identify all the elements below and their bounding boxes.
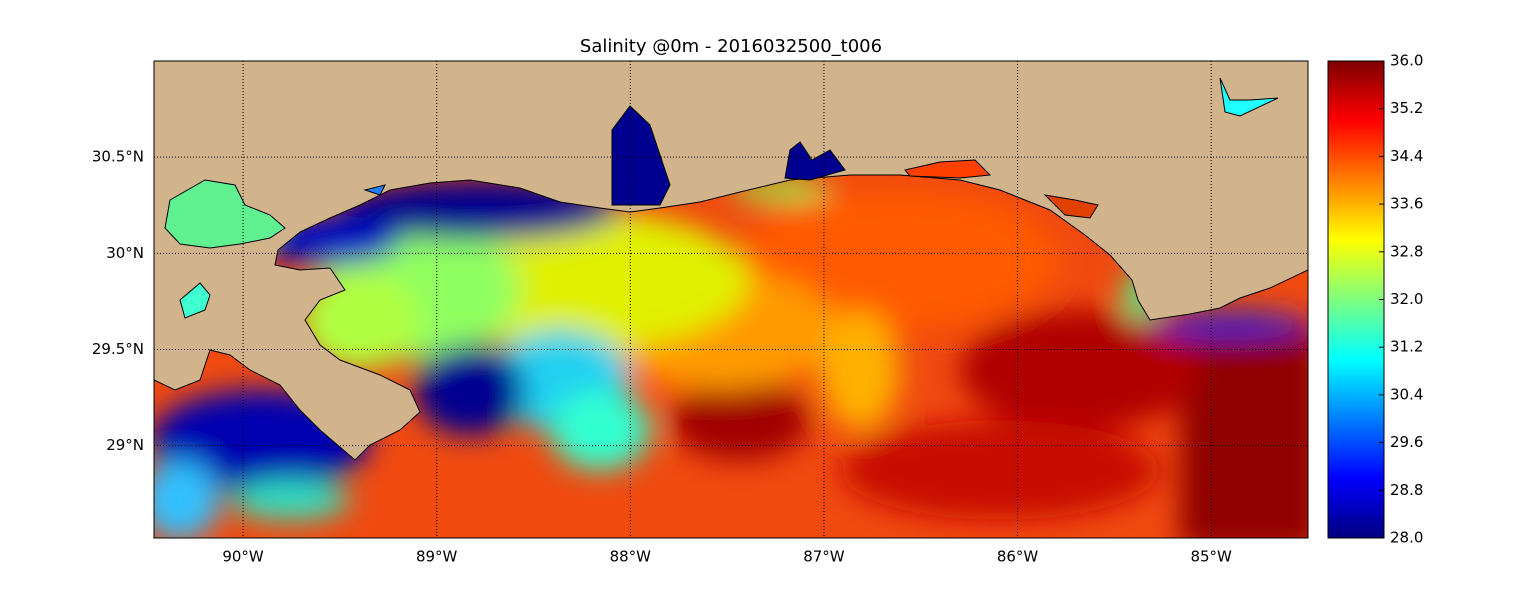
x-tick-label: 88°W [610,548,652,566]
colorbar-tick-label: 36.0 [1390,52,1423,70]
grid [154,61,1308,538]
y-tick-label: 30.5°N [92,148,144,166]
bay [1043,194,1099,219]
chart-title: Salinity @0m - 2016032500_t006 [580,36,882,57]
bay [904,159,992,179]
colorbar-tick-label: 28.0 [1390,529,1423,547]
colorbar-tick-label: 32.0 [1390,290,1423,308]
bay [784,141,846,181]
colorbar-tick-label: 35.2 [1390,99,1423,117]
bay [363,184,386,196]
colorbar-tick-label: 34.4 [1390,147,1423,165]
colorbar-tick-label: 28.8 [1390,481,1423,499]
land [154,61,1308,461]
map-field [154,61,1308,538]
colorbar-tick-label: 31.2 [1390,338,1423,356]
x-tick-label: 89°W [416,548,458,566]
colorbar-tick-label: 29.6 [1390,433,1423,451]
lake [179,282,211,319]
colorbar-tick-label: 32.8 [1390,242,1423,260]
colorbar [1327,60,1385,539]
x-tick-label: 86°W [997,548,1039,566]
y-tick-label: 30°N [106,244,144,262]
colorbar-tick-label: 30.4 [1390,385,1423,403]
lake [164,179,286,249]
map-frame [153,60,1309,539]
x-tick-label: 87°W [803,548,845,566]
y-tick-label: 29°N [106,436,144,454]
x-tick-label: 85°W [1190,548,1232,566]
bay [611,105,671,206]
lake [1219,77,1279,117]
colorbar-tick-label: 33.6 [1390,195,1423,213]
x-tick-label: 90°W [222,548,264,566]
y-tick-label: 29.5°N [92,340,144,358]
salinity-field [154,180,1308,538]
